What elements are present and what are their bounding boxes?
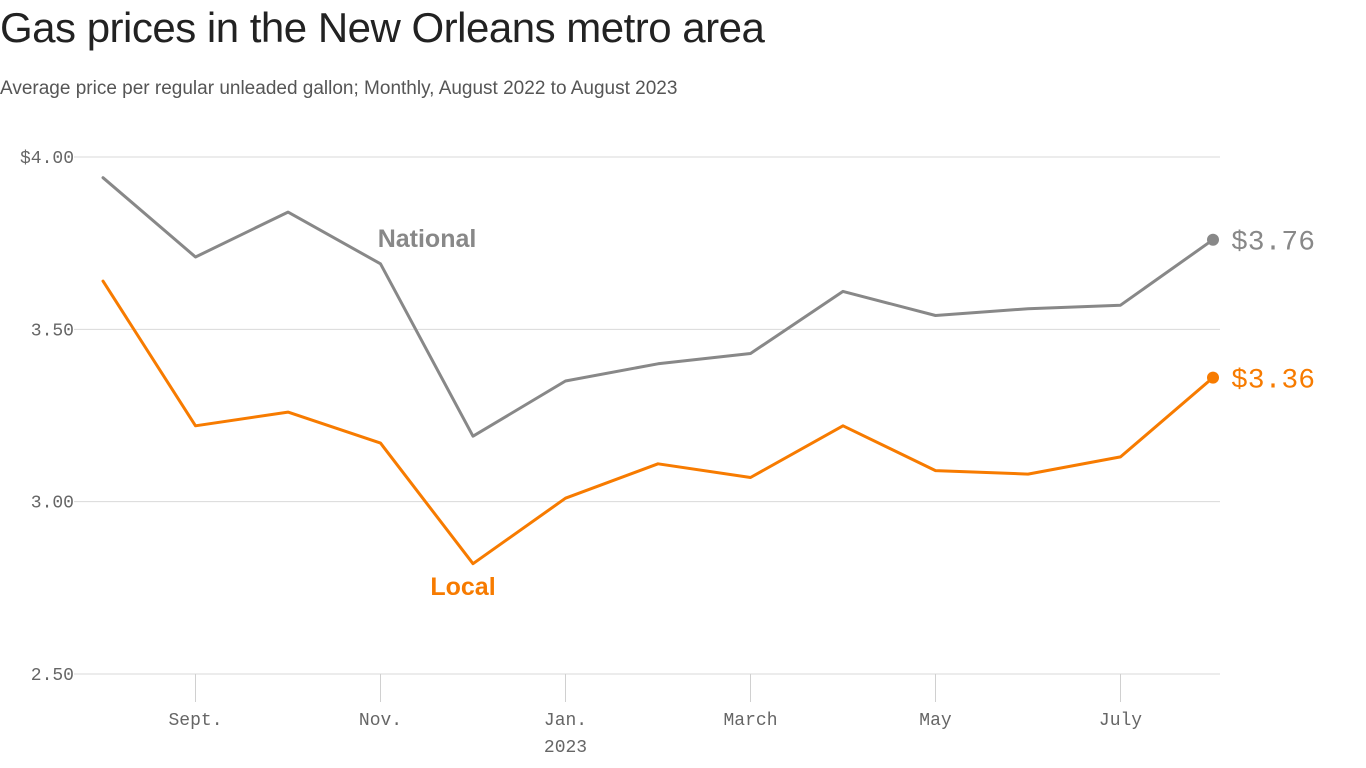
- label-layer: $3.76 National $3.36 Local: [378, 225, 1315, 601]
- x-tick-label: Nov.: [359, 711, 402, 731]
- y-tick-label: 3.50: [31, 321, 74, 341]
- chart-subtitle: Average price per regular unleaded gallo…: [0, 78, 678, 99]
- y-tick-label: 2.50: [31, 666, 74, 686]
- end-value-label-local: $3.36: [1231, 366, 1315, 397]
- end-value-label-national: $3.76: [1231, 228, 1315, 259]
- end-point-national: [1207, 233, 1219, 246]
- series-layer: [101, 176, 1219, 566]
- y-tick-label: $4.00: [20, 149, 74, 169]
- x-tick-label: May: [919, 711, 952, 731]
- x-tick-sublabel: 2023: [544, 738, 587, 758]
- series-name-label-local: Local: [430, 573, 495, 601]
- grid-layer: [74, 156, 1220, 675]
- x-tick-label: Jan.: [544, 711, 587, 731]
- x-tick-label: Sept.: [168, 711, 222, 731]
- chart-title: Gas prices in the New Orleans metro area: [0, 4, 765, 51]
- series-name-label-national: National: [378, 225, 477, 253]
- x-tick-label: July: [1099, 711, 1142, 731]
- x-tick-label: March: [723, 711, 777, 731]
- series-line-national: [101, 176, 1215, 438]
- end-point-local: [1207, 371, 1219, 384]
- series-line-local: [101, 279, 1215, 566]
- y-tick-label: 3.00: [31, 494, 74, 514]
- axis-layer: $4.00 3.50 3.00 2.50 Sept. Nov. Jan. 2023 March M…: [20, 149, 1142, 758]
